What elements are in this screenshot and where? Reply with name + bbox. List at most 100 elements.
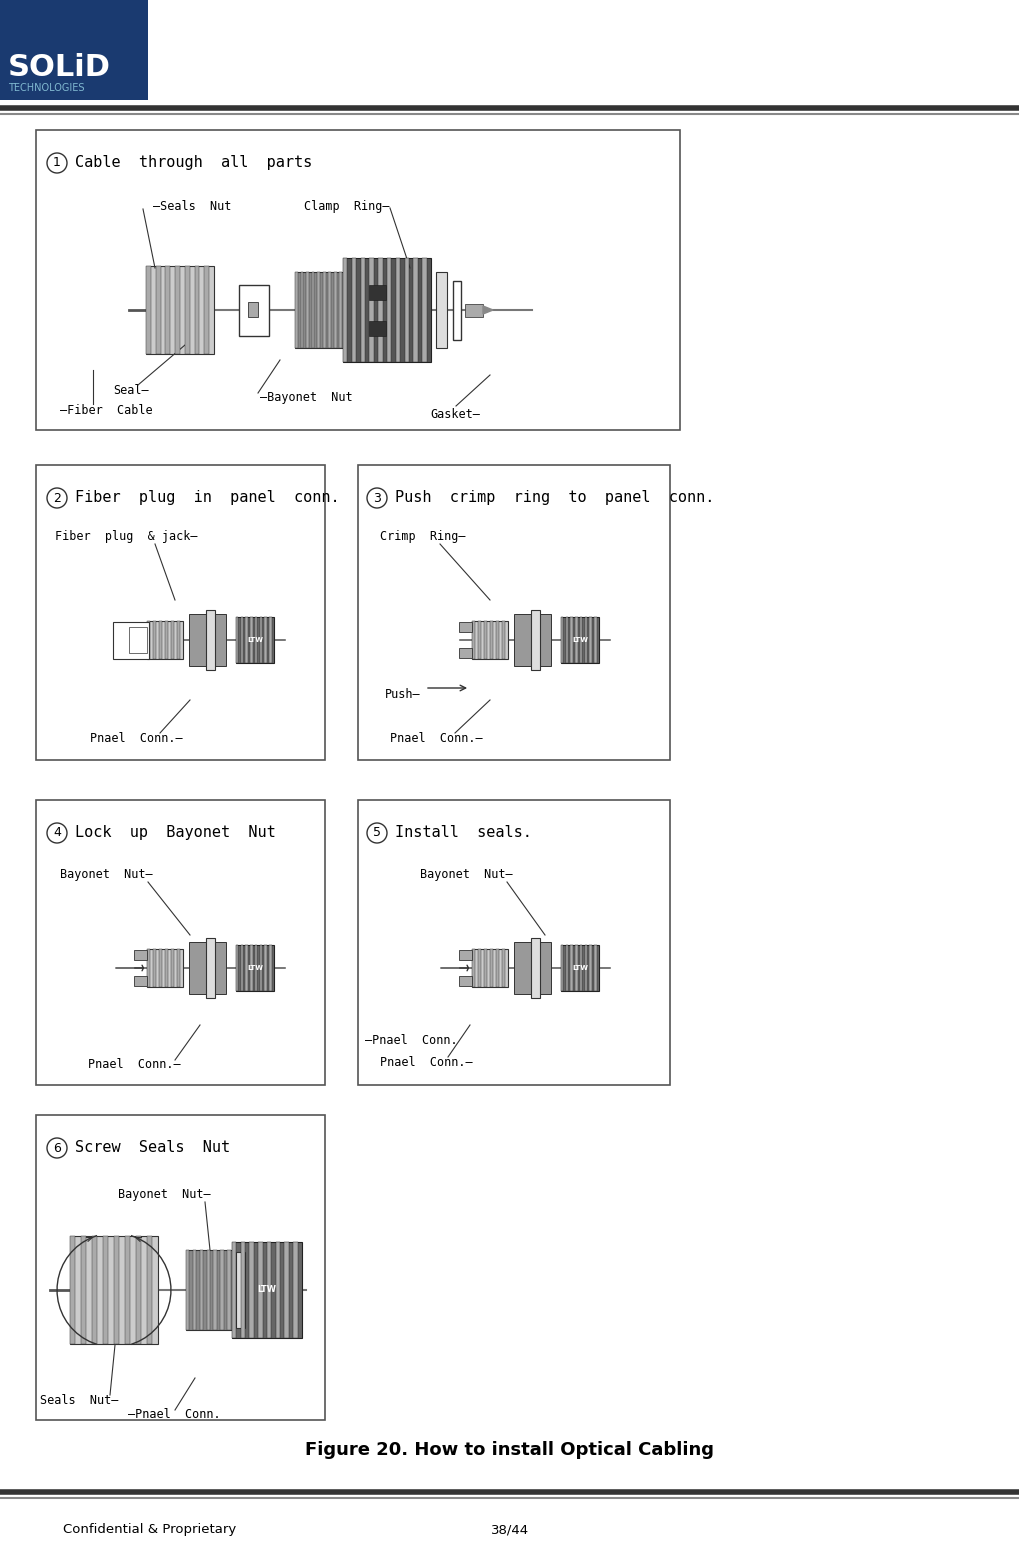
Text: 5: 5 (373, 827, 381, 839)
Bar (246, 946, 248, 991)
Bar (328, 272, 331, 349)
Bar (240, 617, 243, 663)
Bar (312, 272, 314, 349)
Bar (560, 946, 598, 991)
Bar (204, 266, 209, 353)
Bar (255, 946, 257, 991)
Bar (489, 949, 492, 986)
Text: Push—: Push— (384, 688, 420, 700)
Bar (235, 1252, 245, 1329)
Bar (250, 946, 253, 991)
Bar (235, 617, 274, 663)
Bar (184, 266, 190, 353)
Bar (70, 1236, 158, 1344)
Bar (207, 1250, 210, 1330)
Bar (260, 617, 262, 663)
Text: Bayonet  Nut—: Bayonet Nut— (420, 867, 513, 882)
Bar (250, 1243, 254, 1338)
Bar (575, 946, 577, 991)
Bar (594, 946, 596, 991)
Bar (472, 621, 475, 660)
Bar (566, 946, 568, 991)
Text: LTW: LTW (247, 964, 263, 971)
Bar (452, 281, 461, 341)
Bar (495, 949, 498, 986)
Bar (177, 949, 179, 986)
Text: 1: 1 (53, 156, 61, 169)
Bar (159, 621, 162, 660)
Text: LTW: LTW (572, 638, 587, 642)
Text: LTW: LTW (572, 964, 587, 971)
Bar (322, 272, 325, 349)
Text: Confidential & Proprietary: Confidential & Proprietary (63, 1524, 236, 1536)
Bar (235, 946, 274, 991)
Bar (153, 621, 156, 660)
Bar (185, 1250, 190, 1330)
Circle shape (47, 153, 67, 173)
Bar (153, 949, 156, 986)
Text: Clamp  Ring—: Clamp Ring— (305, 200, 389, 213)
Bar (269, 946, 271, 991)
Text: Pnael  Conn.—: Pnael Conn.— (380, 1055, 472, 1069)
Bar (189, 942, 226, 994)
Bar (258, 1243, 262, 1338)
Bar (133, 622, 147, 631)
Bar (156, 266, 160, 353)
Text: 2: 2 (53, 491, 61, 505)
Bar (566, 617, 568, 663)
Bar (584, 946, 587, 991)
Bar (514, 614, 550, 666)
Bar (264, 617, 267, 663)
Bar (133, 950, 147, 960)
Text: —Bayonet  Nut: —Bayonet Nut (260, 391, 353, 405)
Bar (589, 946, 591, 991)
Bar (501, 621, 504, 660)
Bar (317, 272, 320, 349)
Bar (342, 258, 347, 363)
FancyBboxPatch shape (36, 1114, 325, 1421)
Bar (248, 302, 258, 317)
Bar (489, 621, 492, 660)
FancyBboxPatch shape (36, 130, 680, 430)
Text: 3: 3 (373, 491, 380, 505)
Bar (459, 950, 472, 960)
Bar (395, 258, 399, 363)
Bar (235, 617, 238, 663)
Text: Gasket—: Gasket— (430, 408, 479, 422)
Bar (575, 617, 577, 663)
Bar (378, 258, 382, 363)
Bar (269, 617, 271, 663)
Bar (472, 949, 475, 986)
Text: Lock  up  Bayonet  Nut: Lock up Bayonet Nut (75, 825, 275, 839)
Bar (147, 949, 150, 986)
Circle shape (47, 488, 67, 508)
Bar (185, 1250, 233, 1330)
Bar (264, 946, 267, 991)
Bar (81, 1236, 87, 1344)
Bar (472, 621, 507, 660)
Bar (459, 649, 472, 658)
Bar (267, 1243, 271, 1338)
Bar (342, 258, 431, 363)
Bar (147, 621, 182, 660)
Bar (246, 617, 248, 663)
Bar (294, 272, 344, 349)
Text: Pnael  Conn.—: Pnael Conn.— (90, 731, 182, 744)
Bar (478, 949, 481, 986)
Bar (589, 617, 591, 663)
Bar (238, 284, 269, 336)
Bar (560, 617, 598, 663)
Text: Install  seals.: Install seals. (394, 825, 531, 839)
Bar (220, 1250, 223, 1330)
Bar (231, 1243, 236, 1338)
Bar (147, 621, 150, 660)
FancyBboxPatch shape (36, 800, 325, 1085)
Text: Pnael  Conn.—: Pnael Conn.— (389, 731, 482, 744)
Bar (165, 266, 170, 353)
FancyBboxPatch shape (358, 800, 669, 1085)
Bar (361, 258, 365, 363)
Bar (175, 266, 179, 353)
Bar (501, 949, 504, 986)
Bar (514, 942, 550, 994)
FancyBboxPatch shape (358, 466, 669, 760)
